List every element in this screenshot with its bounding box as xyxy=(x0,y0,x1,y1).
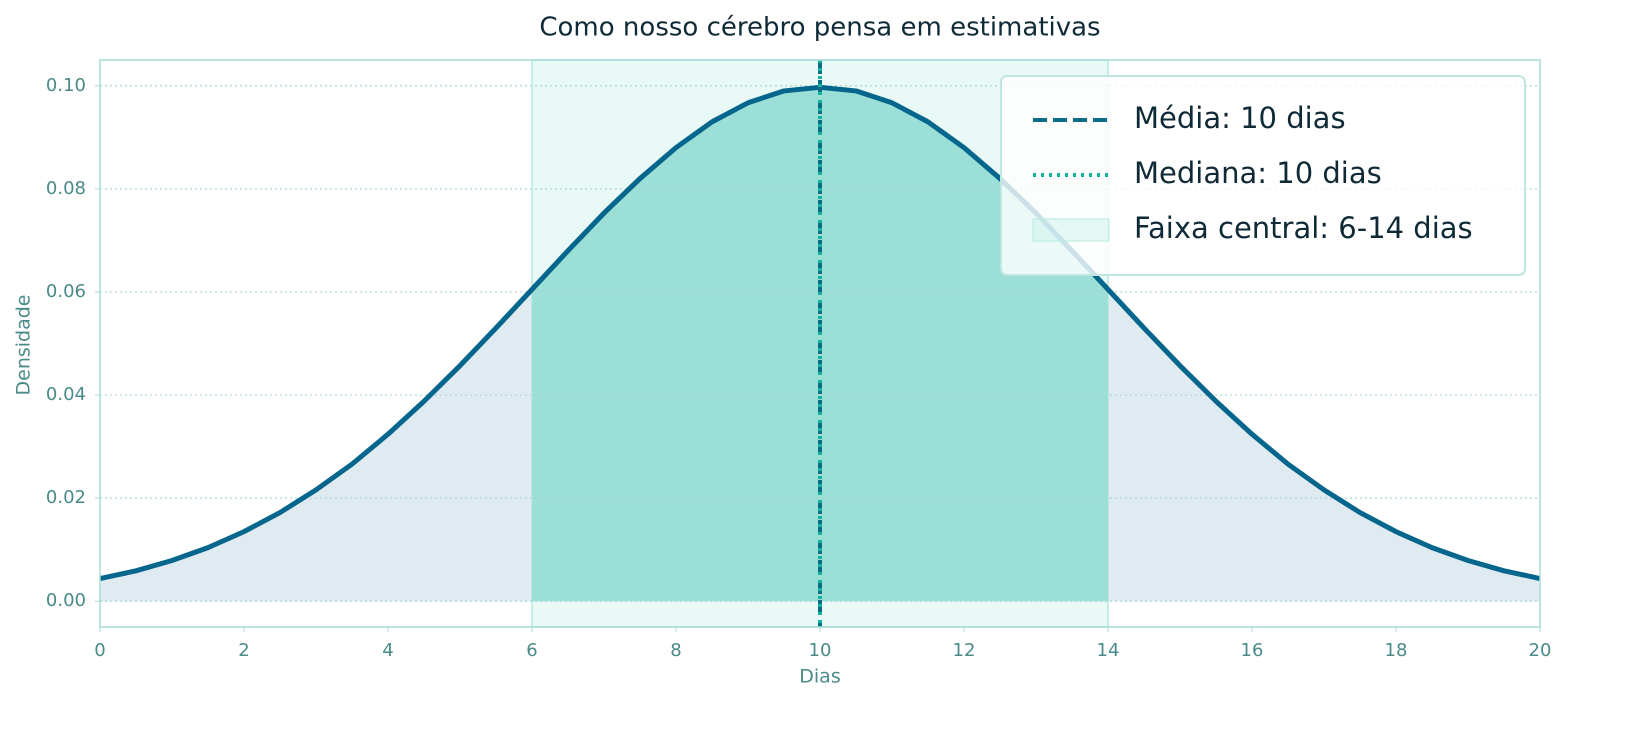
x-tick-label: 20 xyxy=(1529,640,1552,661)
legend-label: Média: 10 dias xyxy=(1134,101,1346,135)
x-tick-label: 2 xyxy=(238,640,249,661)
x-tick-label: 0 xyxy=(94,640,105,661)
chart-title: Como nosso cérebro pensa em estimativas xyxy=(539,13,1100,43)
legend-box xyxy=(1000,75,1526,276)
x-tick-label: 8 xyxy=(670,640,681,661)
legend-label: Faixa central: 6-14 dias xyxy=(1134,211,1473,245)
x-tick-label: 16 xyxy=(1241,640,1264,661)
x-tick-label: 4 xyxy=(382,640,393,661)
x-tick-label: 6 xyxy=(526,640,537,661)
x-tick-label: 18 xyxy=(1385,640,1408,661)
x-tick-label: 12 xyxy=(953,640,976,661)
x-tick-label: 10 xyxy=(809,640,832,661)
y-tick-label: 0.00 xyxy=(46,590,86,611)
y-tick-label: 0.08 xyxy=(46,178,86,199)
y-tick-label: 0.02 xyxy=(46,487,86,508)
x-tick-label: 14 xyxy=(1097,640,1120,661)
y-tick-label: 0.10 xyxy=(46,75,86,96)
y-axis-label: Densidade xyxy=(13,295,35,396)
y-tick-label: 0.04 xyxy=(46,384,86,405)
plot-frame xyxy=(99,59,1541,628)
legend-swatch xyxy=(1032,218,1110,242)
y-tick-label: 0.06 xyxy=(46,281,86,302)
x-axis-label: Dias xyxy=(799,666,840,688)
legend-label: Mediana: 10 dias xyxy=(1134,156,1382,190)
